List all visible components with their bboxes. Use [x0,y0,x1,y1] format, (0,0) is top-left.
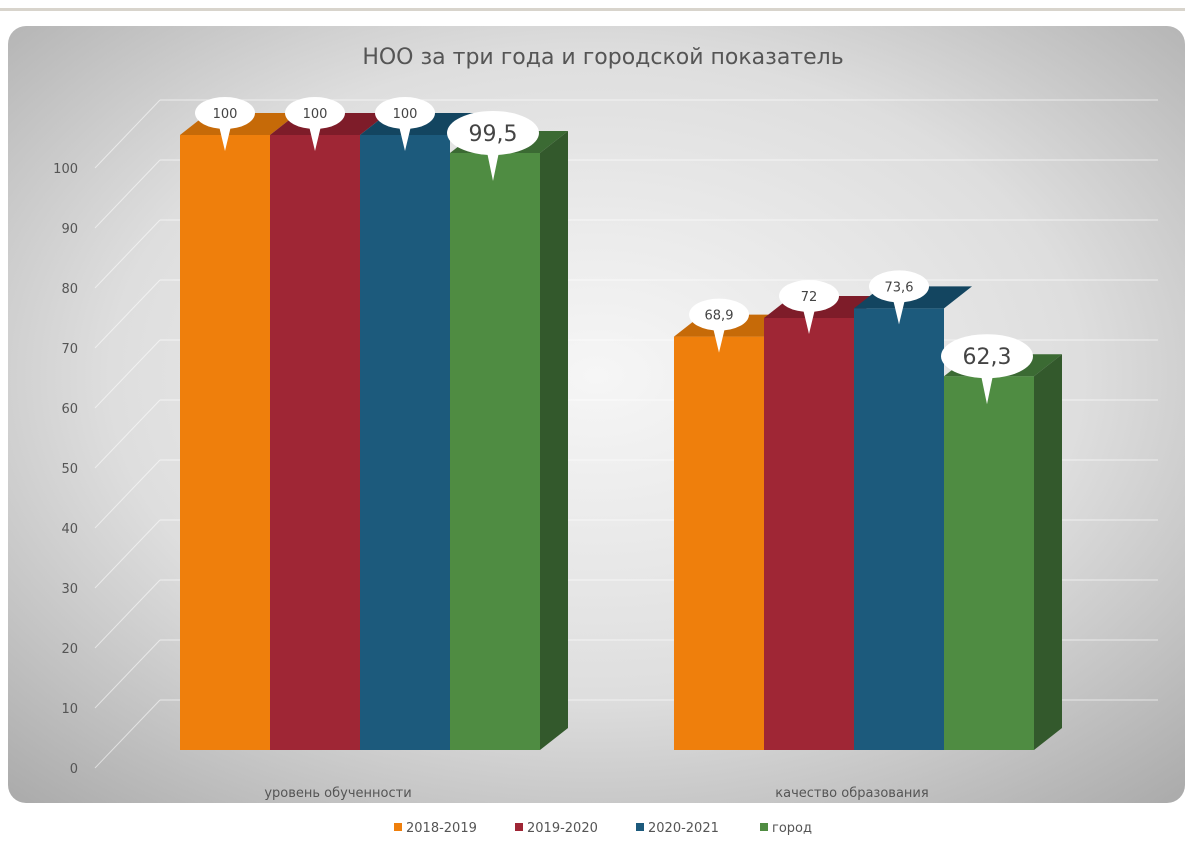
bar [764,318,854,750]
bar [450,153,540,750]
callout-pointer [487,152,499,181]
callout-bubble [869,270,929,303]
grid-diagonal [94,399,161,469]
data-label-callout: 72 [779,280,839,334]
data-label-callout: 73,6 [869,270,929,325]
y-tick-label: 90 [61,222,78,237]
grid-diagonal [94,279,161,349]
bar [674,336,764,750]
legend-swatch [394,823,402,831]
callout-pointer [893,299,905,325]
data-label-callout: 100 [375,97,435,151]
legend-label: 2020-2021 [648,821,719,836]
grid-diagonal [94,519,161,589]
bar [180,135,270,750]
callout-pointer [309,126,321,151]
grid-diagonal [94,159,161,229]
grid-diagonal [94,639,161,709]
data-label: 100 [393,107,418,122]
legend-item: 2020-2021 [636,821,719,836]
callout-bubble [941,334,1033,379]
callout-pointer [399,126,411,151]
legend-label: 2018-2019 [406,821,477,836]
data-label: 68,9 [705,309,734,324]
callout-pointer [219,126,231,151]
bar [854,308,944,750]
y-tick-label: 70 [61,342,78,357]
data-label: 100 [213,107,238,122]
grid-diagonal [94,99,161,169]
callout-pointer [981,375,993,405]
y-tick-label: 40 [61,522,78,537]
y-tick-label: 100 [53,162,78,177]
callout-bubble [195,97,255,129]
grid-diagonal [94,579,161,649]
legend-item: 2018-2019 [394,821,477,836]
y-tick-label: 10 [61,702,78,717]
y-tick-label: 60 [61,402,78,417]
grid-diagonal [94,339,161,409]
y-tick-label: 50 [61,462,78,477]
data-label: 62,3 [963,345,1012,370]
callout-pointer [713,327,725,353]
callout-bubble [779,280,839,312]
data-label: 72 [801,290,818,305]
top-border-line [0,8,1185,11]
callout-bubble [375,97,435,129]
y-tick-label: 0 [70,762,78,777]
data-label: 73,6 [885,280,914,295]
legend-label: город [772,821,812,836]
y-tick-label: 30 [61,582,78,597]
grid-diagonal [94,459,161,529]
data-label: 99,5 [469,122,518,147]
data-label-callout: 100 [195,97,255,151]
grid-diagonal [94,699,161,769]
bar-side-face [1034,354,1062,750]
data-label-callout: 62,3 [941,334,1033,405]
y-tick-label: 20 [61,642,78,657]
chart-title: НОО за три года и городской показатель [362,45,843,70]
x-category-label: качество образования [775,786,928,801]
bar [944,376,1034,750]
data-label: 100 [303,107,328,122]
legend-swatch [515,823,523,831]
bar-side-face [540,131,568,750]
data-label-callout: 99,5 [447,111,539,181]
bar [360,135,450,750]
callout-bubble [285,97,345,129]
y-tick-label: 80 [61,282,78,297]
x-category-label: уровень обученности [264,786,411,801]
grid-diagonal [94,219,161,289]
legend-item: город [760,821,812,836]
legend-item: 2019-2020 [515,821,598,836]
callout-bubble [447,111,539,155]
data-label-callout: 100 [285,97,345,151]
legend-swatch [760,823,768,831]
legend-label: 2019-2020 [527,821,598,836]
legend-swatch [636,823,644,831]
bar [270,135,360,750]
callout-bubble [689,298,749,331]
callout-pointer [803,309,815,334]
data-label-callout: 68,9 [689,298,749,353]
